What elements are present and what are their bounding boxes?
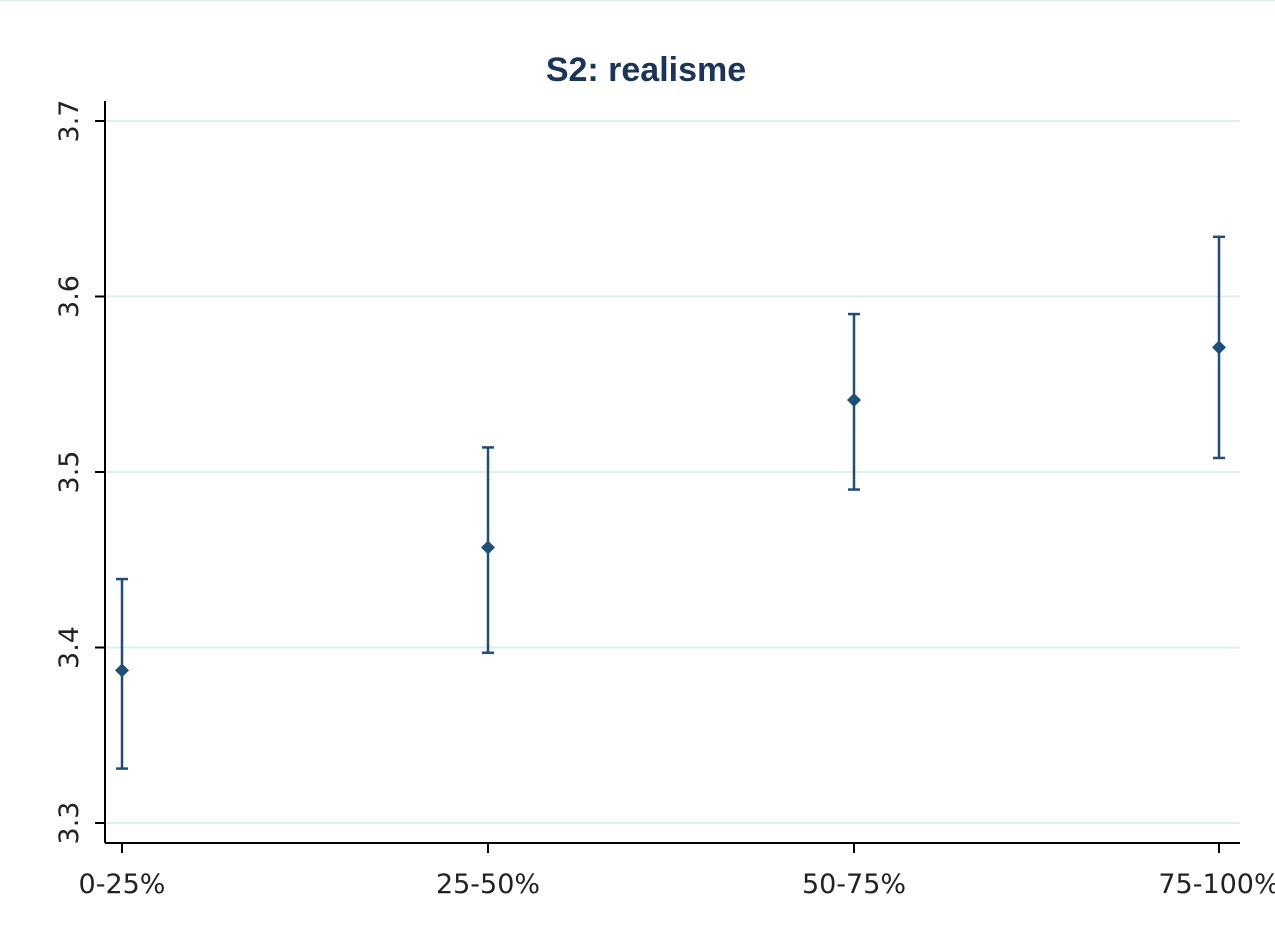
data-points: [115, 235, 1226, 770]
data-point-0: [115, 663, 129, 678]
grid-lines: [105, 120, 1240, 824]
x-tick-label-0: 0-25%: [79, 869, 166, 900]
y-tick-label-2: 3.5: [54, 451, 85, 494]
y-tick-label-3: 3.6: [54, 275, 85, 318]
y-tick-label-1: 3.4: [54, 626, 85, 669]
y-tick-label-0: 3.3: [54, 802, 85, 845]
data-point-1: [481, 540, 495, 555]
chart-title: S2: realisme: [546, 51, 746, 89]
axes: 3.3 3.4 3.5 3.6 3.7 0-25% 25-50% 50-75% 75-100%: [54, 100, 1275, 900]
x-tick-label-2: 50-75%: [802, 869, 906, 900]
y-tick-label-4: 3.7: [54, 100, 85, 143]
x-tick-label-1: 25-50%: [436, 869, 540, 900]
x-tick-label-3: 75-100%: [1158, 869, 1275, 900]
data-point-3: [1212, 340, 1226, 355]
data-point-2: [847, 393, 861, 408]
